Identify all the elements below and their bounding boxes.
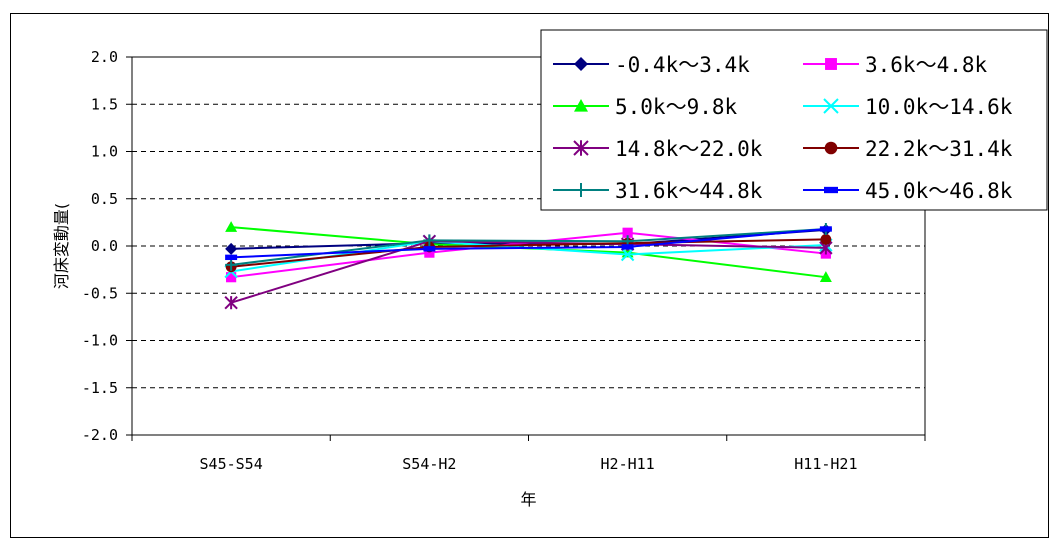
series-marker bbox=[620, 247, 635, 262]
series-marker bbox=[225, 254, 238, 261]
legend-item: 3.6k～4.8k bbox=[803, 53, 988, 77]
legend-label: 3.6k～4.8k bbox=[865, 53, 988, 77]
y-tick-label: -1.0 bbox=[82, 332, 118, 350]
series-marker bbox=[823, 98, 839, 114]
series-marker bbox=[819, 226, 832, 232]
legend-label: 10.0k～14.6k bbox=[865, 95, 1013, 119]
legend-label: 22.2k～31.4k bbox=[865, 137, 1013, 161]
legend-label: 45.0k～46.8k bbox=[865, 179, 1013, 203]
series-line bbox=[231, 238, 826, 268]
series-marker bbox=[825, 58, 837, 70]
y-tick-label: -2.0 bbox=[82, 426, 118, 444]
series-triangle bbox=[225, 221, 832, 282]
y-tick-label: 2.0 bbox=[91, 48, 118, 66]
x-tick-label: H11-H21 bbox=[794, 455, 857, 473]
y-tick-label: 1.0 bbox=[91, 143, 118, 161]
x-tick-label: S45-S54 bbox=[200, 455, 263, 473]
legend-item: 31.6k～44.8k bbox=[553, 179, 763, 203]
series-line bbox=[230, 240, 826, 304]
legend-item: 22.2k～31.4k bbox=[803, 137, 1013, 161]
series-marker bbox=[621, 244, 634, 250]
series-marker bbox=[225, 221, 238, 232]
series-marker bbox=[622, 227, 633, 238]
series-diamond bbox=[225, 223, 832, 255]
series-marker bbox=[226, 272, 237, 283]
series-marker bbox=[424, 247, 435, 258]
series-marker bbox=[423, 246, 436, 252]
legend-item: -0.4k～3.4k bbox=[553, 53, 750, 77]
series-dash bbox=[225, 226, 832, 261]
series-marker bbox=[824, 141, 838, 155]
series-group bbox=[224, 221, 833, 310]
x-tick-label: H2-H11 bbox=[601, 455, 655, 473]
y-tick-label: 0.5 bbox=[91, 190, 118, 208]
series-marker bbox=[225, 258, 238, 271]
legend-label: 31.6k～44.8k bbox=[615, 179, 763, 203]
legend-label: 5.0k～9.8k bbox=[615, 95, 738, 119]
legend-item: 10.0k～14.6k bbox=[803, 95, 1013, 119]
series-marker bbox=[423, 234, 436, 247]
legend: -0.4k～3.4k 3.6k～4.8k 5.0k～9.8k 10.0k～14.6k 1… bbox=[540, 29, 1048, 211]
series-marker bbox=[573, 140, 589, 156]
series-line bbox=[231, 227, 826, 259]
series-marker bbox=[820, 233, 832, 245]
series-marker bbox=[819, 271, 832, 282]
legend-label: -0.4k～3.4k bbox=[615, 53, 750, 77]
legend-item: 14.8k～22.0k bbox=[553, 137, 763, 161]
x-axis-title: 年 bbox=[520, 490, 536, 509]
legend-label: 14.8k～22.0k bbox=[615, 137, 763, 161]
series-marker bbox=[574, 183, 588, 197]
series-marker bbox=[224, 295, 238, 310]
legend-box bbox=[540, 29, 1048, 211]
series-line bbox=[231, 231, 826, 279]
series-marker bbox=[824, 186, 838, 194]
y-axis-title: 河床変動量( bbox=[52, 203, 71, 289]
series-marker bbox=[574, 57, 588, 71]
series-marker bbox=[225, 242, 238, 255]
y-tick-label: 1.5 bbox=[91, 95, 118, 113]
y-tick-label: 0.0 bbox=[91, 237, 118, 255]
legend-item: 5.0k～9.8k bbox=[553, 95, 738, 119]
x-tick-label: S54-H2 bbox=[402, 455, 456, 473]
y-tick-label: -1.5 bbox=[82, 379, 118, 397]
series-marker bbox=[574, 99, 588, 112]
legend-item: 45.0k～46.8k bbox=[803, 179, 1013, 203]
axis-ticks: 2.0 1.5 1.0 0.5 0.0 -0.5 -1.0 -1.5 -2.0 S45-S54 S5… bbox=[82, 48, 926, 473]
y-tick-label: -0.5 bbox=[82, 284, 118, 302]
